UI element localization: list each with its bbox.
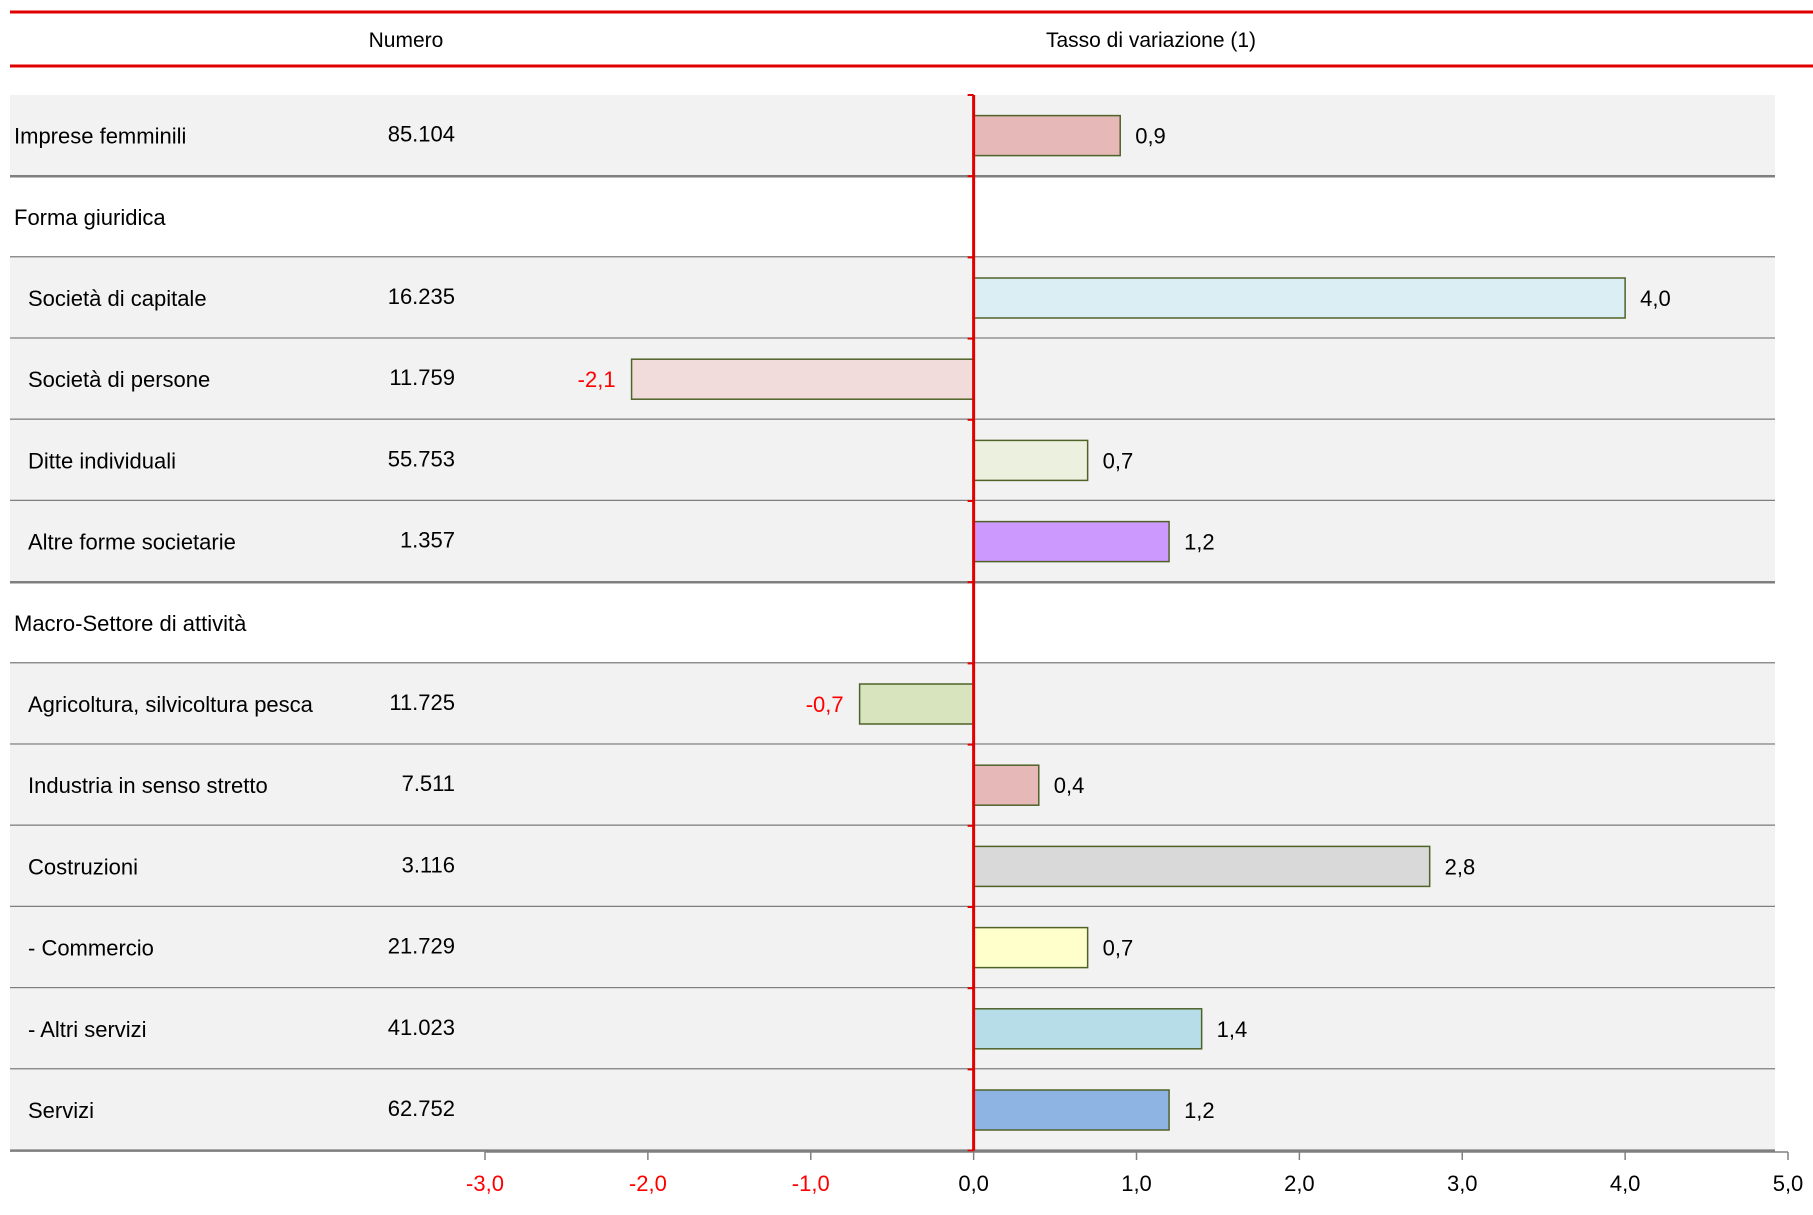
data-label: 2,8	[1445, 854, 1476, 879]
bar	[972, 845, 1431, 888]
row-label: Servizi	[28, 1098, 94, 1123]
x-axis: -3,0 -2,0 -1,0 0,0 1,0 2,0 3,0 4,0 5,0	[466, 1151, 1804, 1196]
row-numero: 55.753	[388, 446, 455, 471]
row-label: Altre forme societarie	[28, 530, 236, 555]
row-numero: 41.023	[388, 1015, 455, 1040]
data-label: 1,2	[1184, 1098, 1215, 1123]
row-numero: 62.752	[388, 1096, 455, 1121]
row-label: Industria in senso stretto	[28, 773, 268, 798]
row-label: Forma giuridica	[14, 205, 166, 230]
row-numero: 11.759	[389, 365, 455, 390]
data-label: -0,7	[806, 692, 844, 717]
x-tick-label: 0,0	[958, 1171, 989, 1196]
row-label: Macro-Settore di attività	[14, 611, 247, 636]
row-label: - Altri servizi	[28, 1017, 147, 1042]
row-label: Società di capitale	[28, 286, 207, 311]
data-label: 1,2	[1184, 530, 1215, 555]
bar	[972, 520, 1170, 563]
row-label: Ditte individuali	[28, 448, 176, 473]
row-label: Imprese femminili	[14, 124, 186, 149]
row-numero: 11.725	[389, 690, 455, 715]
row-label: - Commercio	[28, 936, 154, 961]
header-numero: Numero	[369, 29, 444, 52]
bar	[972, 1089, 1170, 1131]
row-label: Agricoltura, silvicoltura pesca	[28, 692, 314, 717]
bar	[630, 358, 975, 400]
bars-layer: 0,9 4,0 -2,1 0,7 1,2 -0,7 0,4 2,8 0,7 1,4 1,2	[578, 94, 1671, 1152]
data-label: 1,4	[1217, 1017, 1248, 1042]
x-tick-label: 3,0	[1447, 1171, 1478, 1196]
row-band	[10, 744, 1775, 826]
x-tick-label: 4,0	[1610, 1171, 1641, 1196]
row-numero: 1.357	[400, 528, 455, 553]
x-tick-label: -2,0	[629, 1171, 667, 1196]
row-numero: 16.235	[388, 284, 455, 309]
data-label: 0,7	[1103, 936, 1134, 961]
row-band	[10, 95, 1775, 177]
row-label: Società di persone	[28, 367, 210, 392]
row-band	[10, 419, 1775, 501]
bar	[972, 764, 1040, 806]
bar	[858, 683, 975, 725]
bar	[972, 1008, 1203, 1050]
row-band	[10, 501, 1775, 583]
bar	[972, 114, 1121, 157]
row-numero: 3.116	[402, 852, 455, 877]
row-band	[10, 907, 1775, 989]
row-numero: 21.729	[388, 934, 455, 959]
bar	[972, 439, 1089, 482]
rows-layer: Imprese femminili 85.104 Forma giuridica So…	[10, 95, 1775, 1152]
x-tick-label: 5,0	[1773, 1171, 1804, 1196]
x-tick-label: -1,0	[792, 1171, 830, 1196]
row-numero: 85.104	[388, 122, 455, 147]
row-band	[10, 825, 1775, 907]
x-tick-label: 2,0	[1284, 1171, 1315, 1196]
row-label: Costruzioni	[28, 854, 138, 879]
row-numero: 7.511	[402, 771, 455, 796]
bar	[972, 926, 1089, 969]
data-label: 0,4	[1054, 773, 1085, 798]
x-tick-label: 1,0	[1121, 1171, 1152, 1196]
data-label: -2,1	[578, 367, 616, 392]
data-label: 0,9	[1135, 124, 1166, 149]
data-label: 0,7	[1103, 448, 1134, 473]
bar	[972, 277, 1626, 319]
row-band	[10, 1069, 1775, 1151]
header-tasso: Tasso di variazione (1)	[1046, 29, 1256, 52]
row-band	[10, 988, 1775, 1070]
data-label: 4,0	[1640, 286, 1671, 311]
x-tick-label: -3,0	[466, 1171, 504, 1196]
